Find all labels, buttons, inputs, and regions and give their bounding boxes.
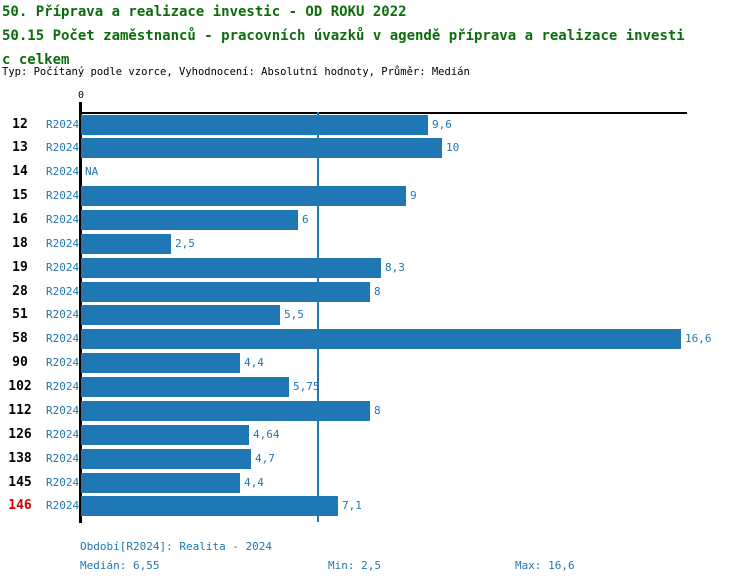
bar-value-label: 8 xyxy=(374,403,381,417)
bar-value-label: 4,4 xyxy=(244,475,264,489)
row-series-label: R2024 xyxy=(46,284,80,298)
bar-value-label: 9 xyxy=(410,189,417,203)
bar-value-label: 7,1 xyxy=(342,499,362,513)
row-category-label: 15 xyxy=(12,188,28,204)
row-category-label: 102 xyxy=(8,379,32,395)
y-axis-line xyxy=(79,102,82,523)
row-series-label: R2024 xyxy=(46,260,80,274)
bar-value-label: NA xyxy=(85,165,99,179)
bar xyxy=(81,186,406,207)
bar xyxy=(81,496,338,517)
table-row: 19 R2024 8,3 xyxy=(0,256,750,280)
row-series-label: R2024 xyxy=(46,427,80,441)
row-series-label: R2024 xyxy=(46,332,80,346)
bar-value-label: 9,6 xyxy=(432,117,452,131)
bar-value-label: 10 xyxy=(446,141,460,155)
bar xyxy=(81,448,251,469)
bar xyxy=(81,281,370,302)
bar-value-label: 5,5 xyxy=(284,308,304,322)
row-series-label: R2024 xyxy=(46,380,80,394)
row-category-label: 13 xyxy=(12,140,28,156)
bar xyxy=(81,329,681,350)
row-category-label: 90 xyxy=(12,355,28,371)
bar-value-label: 16,6 xyxy=(685,332,712,346)
bar-value-label: 8 xyxy=(374,284,381,298)
footer-min-text: Min: 2,5 xyxy=(328,559,381,572)
table-row: 58 R2024 16,6 xyxy=(0,327,750,351)
row-series-label: R2024 xyxy=(46,117,80,131)
row-series-label: R2024 xyxy=(46,189,80,203)
row-series-label: R2024 xyxy=(46,165,80,179)
bar xyxy=(81,424,249,445)
table-row: 146 R2024 7,1 xyxy=(0,494,750,518)
bar-value-label: 5,75 xyxy=(293,380,320,394)
row-series-label: R2024 xyxy=(46,141,80,155)
footer-max-text: Max: 16,6 xyxy=(515,559,575,572)
row-category-label: 51 xyxy=(12,307,28,323)
bar xyxy=(81,233,171,254)
table-row: 90 R2024 4,4 xyxy=(0,351,750,375)
table-row: 14 R2024 NA xyxy=(0,160,750,184)
row-category-label: 16 xyxy=(12,211,28,227)
bar xyxy=(81,138,442,159)
table-row: 16 R2024 6 xyxy=(0,208,750,232)
bar xyxy=(81,472,240,493)
bar-value-label: 4,4 xyxy=(244,356,264,370)
bar xyxy=(81,114,428,135)
row-series-label: R2024 xyxy=(46,403,80,417)
table-row: 12 R2024 9,6 xyxy=(0,113,750,137)
table-row: 15 R2024 9 xyxy=(0,184,750,208)
bar-value-label: 4,7 xyxy=(255,451,275,465)
row-series-label: R2024 xyxy=(46,308,80,322)
table-row: 51 R2024 5,5 xyxy=(0,303,750,327)
row-category-label: 18 xyxy=(12,235,28,251)
row-category-label: 146 xyxy=(8,498,32,514)
row-category-label: 28 xyxy=(12,283,28,299)
row-series-label: R2024 xyxy=(46,451,80,465)
row-category-label: 138 xyxy=(8,450,32,466)
row-category-label: 14 xyxy=(12,164,28,180)
table-row: 126 R2024 4,64 xyxy=(0,423,750,447)
table-row: 112 R2024 8 xyxy=(0,399,750,423)
row-category-label: 19 xyxy=(12,259,28,275)
bar xyxy=(81,209,298,230)
bar xyxy=(81,257,381,278)
bar xyxy=(81,377,289,398)
table-row: 138 R2024 4,7 xyxy=(0,447,750,471)
bar xyxy=(81,305,280,326)
row-category-label: 12 xyxy=(12,116,28,132)
row-series-label: R2024 xyxy=(46,236,80,250)
row-category-label: 112 xyxy=(8,402,32,418)
bar-value-label: 6 xyxy=(302,212,309,226)
table-row: 145 R2024 4,4 xyxy=(0,471,750,495)
report-title-line-3: c celkem xyxy=(2,52,70,68)
report-meta-line: Typ: Počítaný podle vzorce, Vyhodnocení:… xyxy=(2,66,470,78)
bar xyxy=(81,400,370,421)
x-axis-zero-tick-label: 0 xyxy=(77,90,85,101)
footer-period-text: Období[R2024]: Realita - 2024 xyxy=(80,540,273,553)
table-row: 18 R2024 2,5 xyxy=(0,232,750,256)
bar-value-label: 2,5 xyxy=(175,236,195,250)
row-series-label: R2024 xyxy=(46,356,80,370)
footer-median-text: Medián: 6,55 xyxy=(80,559,160,572)
median-reference-line xyxy=(317,112,319,522)
bar-value-label: 8,3 xyxy=(385,260,405,274)
bar-value-label: 4,64 xyxy=(253,427,280,441)
report-title-line-1: 50. Příprava a realizace investic - OD R… xyxy=(2,4,407,20)
row-series-label: R2024 xyxy=(46,212,80,226)
bar xyxy=(81,353,240,374)
x-axis-top-line xyxy=(81,111,687,114)
row-series-label: R2024 xyxy=(46,499,80,513)
table-row: 28 R2024 8 xyxy=(0,280,750,304)
row-series-label: R2024 xyxy=(46,475,80,489)
report-title-line-2: 50.15 Počet zaměstnanců - pracovních úva… xyxy=(2,28,685,44)
table-row: 13 R2024 10 xyxy=(0,136,750,160)
table-row: 102 R2024 5,75 xyxy=(0,375,750,399)
row-category-label: 126 xyxy=(8,426,32,442)
row-category-label: 145 xyxy=(8,474,32,490)
bar-chart-rows: 12 R2024 9,6 13 R2024 10 14 R2024 NA 15 R2024 9 16 R2… xyxy=(0,113,750,520)
row-category-label: 58 xyxy=(12,331,28,347)
